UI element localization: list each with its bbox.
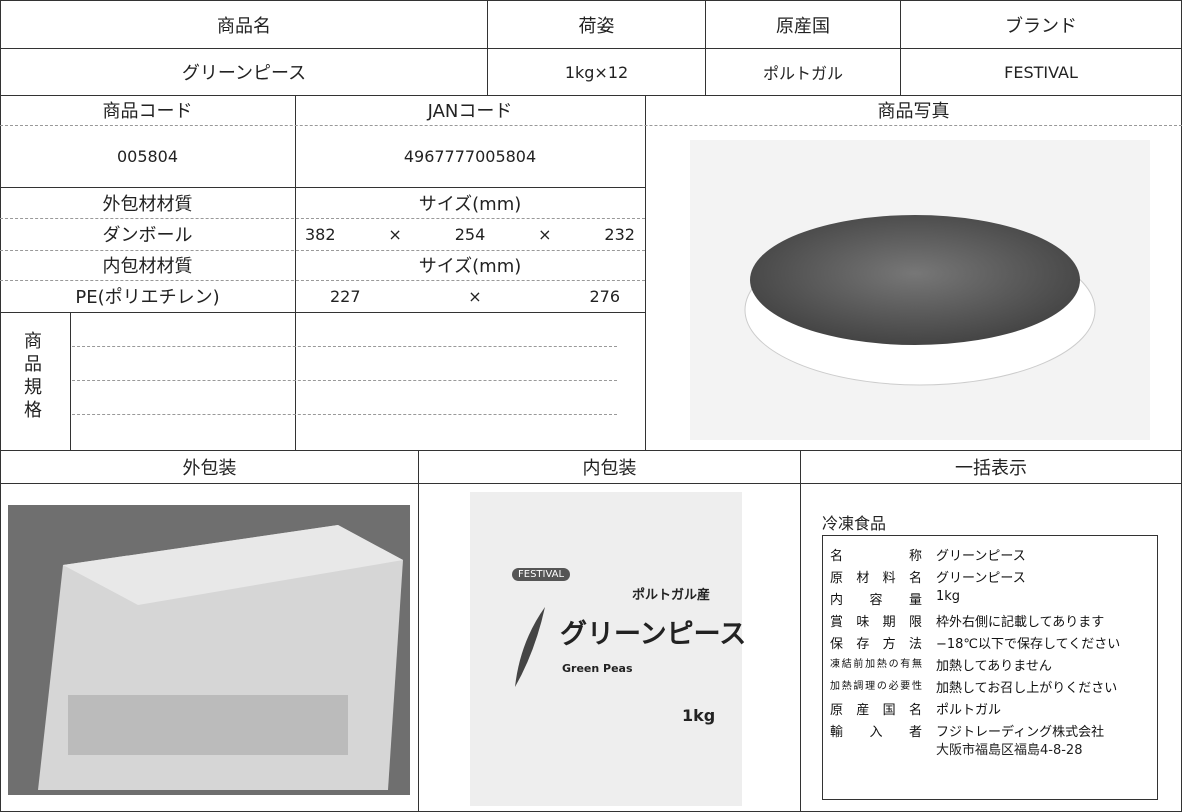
divider bbox=[0, 187, 646, 188]
label: JANコード bbox=[427, 101, 513, 122]
label-value: フジトレーディング株式会社 bbox=[936, 725, 1105, 740]
package-weight: 1kg bbox=[682, 706, 716, 725]
label: 商品写真 bbox=[877, 101, 950, 122]
divider bbox=[0, 125, 1182, 126]
label-value: グリーンピース bbox=[936, 549, 1026, 564]
value: 382 bbox=[305, 224, 336, 244]
label-box bbox=[822, 535, 1158, 800]
size-row: 227 × 276 bbox=[330, 280, 620, 312]
section-header: 一括表示 bbox=[800, 450, 1182, 484]
divider bbox=[72, 380, 617, 381]
value: × bbox=[468, 286, 482, 306]
divider bbox=[0, 312, 646, 313]
value: 005804 bbox=[116, 146, 179, 166]
value: × bbox=[538, 224, 552, 244]
pea-pod-icon bbox=[515, 607, 545, 687]
package-origin: ポルトガル産 bbox=[632, 588, 711, 603]
divider bbox=[72, 414, 617, 415]
value: 276 bbox=[589, 286, 620, 306]
label-value: グリーンピース bbox=[936, 571, 1026, 586]
divider bbox=[0, 280, 645, 281]
label: 内包材材質 bbox=[102, 256, 193, 277]
section-header: 外包装 bbox=[0, 450, 419, 484]
size-row: 382 × 254 × 232 bbox=[305, 218, 635, 250]
label-row: 凍結前加熱の有無 加熱してありません bbox=[830, 655, 1052, 674]
label-row: 輸入者 フジトレーディング株式会社 bbox=[830, 721, 1104, 740]
divider bbox=[0, 250, 645, 251]
label: 商品コード bbox=[102, 101, 193, 122]
package-name: グリーンピース bbox=[560, 619, 747, 650]
label-value: ポルトガル bbox=[936, 703, 1002, 718]
divider bbox=[0, 218, 645, 219]
label-key: 凍結前加熱の有無 bbox=[830, 659, 922, 670]
divider bbox=[72, 346, 617, 347]
label: サイズ(mm) bbox=[418, 194, 522, 215]
label-value: 枠外右側に記載してあります bbox=[936, 615, 1105, 630]
label-key: 原材料名 bbox=[830, 571, 922, 586]
value: × bbox=[388, 224, 402, 244]
outer-package-photo bbox=[8, 505, 410, 795]
value-cell: 1kg×12 bbox=[487, 48, 706, 96]
product-photo bbox=[690, 140, 1150, 440]
package-english: Green Peas bbox=[562, 662, 633, 675]
value: 227 bbox=[330, 286, 361, 306]
label-row: 原材料名 グリーンピース bbox=[830, 567, 1026, 586]
divider bbox=[70, 312, 71, 451]
label-row: 内容量 1kg bbox=[830, 589, 960, 608]
label-row: 賞味期限 枠外右側に記載してあります bbox=[830, 611, 1104, 630]
package-brand: FESTIVAL bbox=[512, 568, 571, 581]
value: ダンボール bbox=[102, 225, 193, 246]
label-key: 輸入者 bbox=[830, 725, 922, 740]
label-value: 加熱してお召し上がりください bbox=[936, 681, 1118, 696]
label-key: 加熱調理の必要性 bbox=[830, 681, 922, 692]
value: PE(ポリエチレン) bbox=[75, 287, 220, 308]
spec-label: 商品規格 bbox=[24, 331, 42, 421]
label-row: 名称 グリーンピース bbox=[830, 545, 1026, 564]
label-value: 加熱してありません bbox=[936, 659, 1052, 674]
value: 4967777005804 bbox=[403, 146, 537, 166]
value: 254 bbox=[454, 224, 486, 244]
label-row: 原産国名 ポルトガル bbox=[830, 699, 1001, 718]
label: サイズ(mm) bbox=[418, 256, 522, 277]
label: 外包材材質 bbox=[102, 194, 193, 215]
header-cell: ブランド bbox=[900, 0, 1182, 49]
inner-package-photo: FESTIVAL ポルトガル産 グリーンピース Green Peas 1kg bbox=[470, 492, 746, 806]
label-row: 加熱調理の必要性 加熱してお召し上がりください bbox=[830, 677, 1117, 696]
value: 232 bbox=[604, 224, 635, 244]
label-address: 大阪市福島区福島4-8-28 bbox=[936, 743, 1083, 758]
label-row: 保存方法 −18℃以下で保存してください bbox=[830, 633, 1120, 652]
label-key: 賞味期限 bbox=[830, 615, 922, 630]
label-value: −18℃以下で保存してください bbox=[936, 637, 1121, 652]
section-header: 内包装 bbox=[418, 450, 801, 484]
value-cell: ポルトガル bbox=[705, 48, 901, 96]
label-heading: 冷凍食品 bbox=[822, 514, 887, 533]
label-key: 名称 bbox=[830, 549, 922, 564]
value-cell: FESTIVAL bbox=[900, 48, 1182, 96]
label-key: 原産国名 bbox=[830, 703, 922, 718]
header-cell: 荷姿 bbox=[487, 0, 706, 49]
label-value: 1kg bbox=[936, 589, 961, 604]
label-key: 保存方法 bbox=[830, 637, 922, 652]
header-cell: 商品名 bbox=[0, 0, 488, 49]
label-key: 内容量 bbox=[830, 593, 922, 608]
header-cell: 原産国 bbox=[705, 0, 901, 49]
value-cell: グリーンピース bbox=[0, 48, 488, 96]
